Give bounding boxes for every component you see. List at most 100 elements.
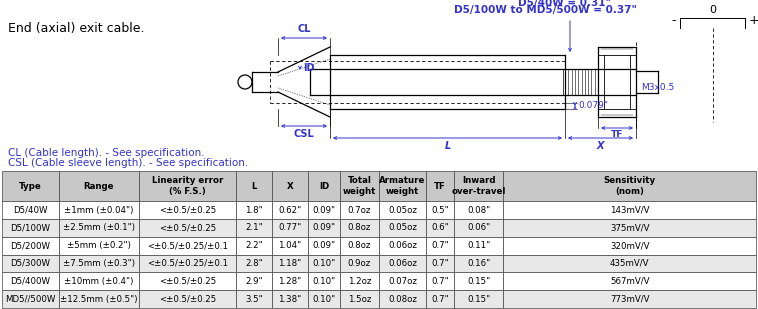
Text: 0.10": 0.10" bbox=[312, 277, 336, 286]
Bar bbox=[379, 201, 426, 219]
Bar bbox=[454, 237, 503, 255]
Bar bbox=[308, 255, 340, 272]
Text: 0.06oz: 0.06oz bbox=[388, 241, 417, 250]
Text: 0.62": 0.62" bbox=[278, 205, 302, 214]
Text: 2.8": 2.8" bbox=[245, 259, 263, 268]
Text: <±0.5/±0.25/±0.1: <±0.5/±0.25/±0.1 bbox=[147, 259, 228, 268]
Text: Linearity error
(% F.S.): Linearity error (% F.S.) bbox=[152, 176, 223, 196]
Text: 3.5": 3.5" bbox=[245, 294, 263, 304]
Text: 2.2": 2.2" bbox=[245, 241, 263, 250]
Text: Type: Type bbox=[19, 182, 42, 191]
Bar bbox=[379, 290, 426, 308]
Bar bbox=[139, 201, 236, 219]
Bar bbox=[139, 255, 236, 272]
Text: 1.18": 1.18" bbox=[278, 259, 302, 268]
Text: M3x0.5: M3x0.5 bbox=[641, 83, 675, 91]
Text: 0.15": 0.15" bbox=[467, 294, 490, 304]
Text: 143mV/V: 143mV/V bbox=[610, 205, 650, 214]
Bar bbox=[308, 201, 340, 219]
Text: Inward
over-travel: Inward over-travel bbox=[452, 176, 506, 196]
Text: 375mV/V: 375mV/V bbox=[610, 223, 650, 232]
Text: ID: ID bbox=[303, 63, 315, 73]
Bar bbox=[272, 171, 308, 201]
Bar bbox=[426, 201, 454, 219]
Bar bbox=[426, 219, 454, 237]
Bar bbox=[503, 272, 756, 290]
Text: 0.7oz: 0.7oz bbox=[348, 205, 371, 214]
Bar bbox=[58, 290, 139, 308]
Text: L: L bbox=[251, 182, 256, 191]
Bar bbox=[236, 272, 272, 290]
Text: 1.5oz: 1.5oz bbox=[348, 294, 371, 304]
Text: TF: TF bbox=[611, 130, 623, 139]
Text: <±0.5/±0.25: <±0.5/±0.25 bbox=[159, 223, 216, 232]
Bar bbox=[454, 255, 503, 272]
Bar bbox=[340, 237, 379, 255]
Bar bbox=[236, 255, 272, 272]
Text: Total
weight: Total weight bbox=[343, 176, 376, 196]
Bar bbox=[139, 272, 236, 290]
Bar bbox=[139, 171, 236, 201]
Text: CL (Cable length). - See specification.: CL (Cable length). - See specification. bbox=[8, 148, 205, 158]
Bar bbox=[503, 290, 756, 308]
Text: 0.7": 0.7" bbox=[431, 277, 449, 286]
Bar bbox=[236, 201, 272, 219]
Text: <±0.5/±0.25: <±0.5/±0.25 bbox=[159, 205, 216, 214]
Bar bbox=[340, 201, 379, 219]
Text: +: + bbox=[749, 15, 758, 28]
Text: 0.10": 0.10" bbox=[312, 259, 336, 268]
Text: 0.05oz: 0.05oz bbox=[388, 223, 417, 232]
Text: 0.8oz: 0.8oz bbox=[348, 241, 371, 250]
Bar bbox=[379, 171, 426, 201]
Bar bbox=[2, 219, 58, 237]
Bar bbox=[454, 290, 503, 308]
Text: ±7.5mm (±0.3"): ±7.5mm (±0.3") bbox=[63, 259, 135, 268]
Text: ±10mm (±0.4"): ±10mm (±0.4") bbox=[64, 277, 133, 286]
Text: 0.5": 0.5" bbox=[431, 205, 449, 214]
Bar bbox=[58, 255, 139, 272]
Text: 0.10": 0.10" bbox=[312, 294, 336, 304]
Bar bbox=[454, 219, 503, 237]
Bar bbox=[379, 237, 426, 255]
Bar bbox=[308, 272, 340, 290]
Bar bbox=[503, 219, 756, 237]
Text: 0.06": 0.06" bbox=[467, 223, 490, 232]
Bar bbox=[58, 237, 139, 255]
Bar bbox=[139, 219, 236, 237]
Text: ±1mm (±0.04"): ±1mm (±0.04") bbox=[64, 205, 133, 214]
Bar bbox=[426, 237, 454, 255]
Text: D5/40W = 0.31": D5/40W = 0.31" bbox=[518, 0, 612, 8]
Text: D5/400W: D5/400W bbox=[11, 277, 50, 286]
Text: 0.9oz: 0.9oz bbox=[348, 259, 371, 268]
Bar bbox=[272, 272, 308, 290]
Bar bbox=[2, 255, 58, 272]
Text: 0.09": 0.09" bbox=[312, 241, 336, 250]
Text: D5/300W: D5/300W bbox=[11, 259, 50, 268]
Bar bbox=[58, 272, 139, 290]
Bar bbox=[236, 219, 272, 237]
Text: Sensitivity
(nom): Sensitivity (nom) bbox=[603, 176, 656, 196]
Text: 0.05oz: 0.05oz bbox=[388, 205, 417, 214]
Bar bbox=[426, 272, 454, 290]
Bar bbox=[308, 171, 340, 201]
Text: CSL: CSL bbox=[293, 129, 315, 139]
Bar bbox=[340, 290, 379, 308]
Text: 1.28": 1.28" bbox=[278, 277, 302, 286]
Bar bbox=[2, 237, 58, 255]
Text: 0.8oz: 0.8oz bbox=[348, 223, 371, 232]
Text: 0.08": 0.08" bbox=[467, 205, 490, 214]
Bar bbox=[58, 201, 139, 219]
Text: <±0.5/±0.25: <±0.5/±0.25 bbox=[159, 294, 216, 304]
Text: 0.079": 0.079" bbox=[578, 101, 608, 111]
Bar bbox=[2, 290, 58, 308]
Bar bbox=[308, 237, 340, 255]
Text: 320mV/V: 320mV/V bbox=[610, 241, 650, 250]
Text: 0.6": 0.6" bbox=[431, 223, 449, 232]
Text: TF: TF bbox=[434, 182, 446, 191]
Text: 0.7": 0.7" bbox=[431, 241, 449, 250]
Text: 1.38": 1.38" bbox=[278, 294, 302, 304]
Text: X: X bbox=[597, 141, 604, 151]
Text: <±0.5/±0.25/±0.1: <±0.5/±0.25/±0.1 bbox=[147, 241, 228, 250]
Text: 0.11": 0.11" bbox=[467, 241, 490, 250]
Text: 2.9": 2.9" bbox=[245, 277, 263, 286]
